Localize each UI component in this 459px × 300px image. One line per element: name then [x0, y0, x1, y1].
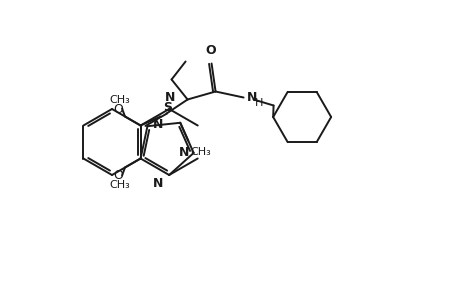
- Text: O: O: [113, 103, 123, 116]
- Text: N: N: [179, 146, 189, 159]
- Text: CH₃: CH₃: [190, 147, 211, 157]
- Text: N: N: [246, 91, 257, 104]
- Text: H: H: [254, 98, 263, 107]
- Text: CH₃: CH₃: [109, 179, 130, 190]
- Text: O: O: [205, 44, 215, 56]
- Text: N: N: [165, 91, 175, 104]
- Text: N: N: [152, 177, 163, 190]
- Text: N: N: [152, 118, 162, 131]
- Text: CH₃: CH₃: [109, 94, 130, 104]
- Text: S: S: [163, 100, 172, 113]
- Text: O: O: [113, 169, 123, 182]
